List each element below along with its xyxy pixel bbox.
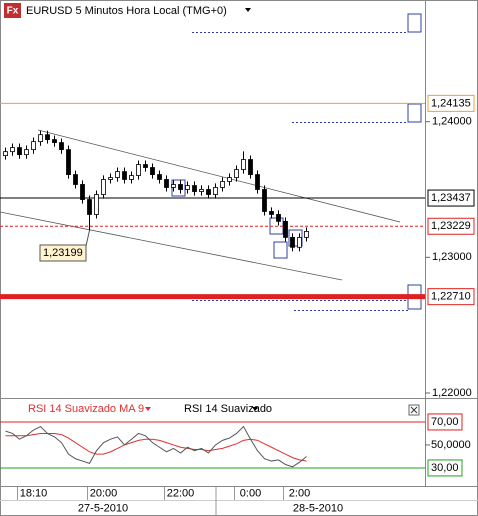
candle-body	[59, 142, 64, 151]
candle-body	[52, 139, 57, 143]
level-label: 1,22710	[431, 291, 471, 303]
candle-body	[171, 184, 176, 188]
y-tick-label: 1,22000	[432, 387, 472, 399]
chart-title[interactable]: EURUSD 5 Minutos Hora Local (TMG+0)	[26, 5, 227, 17]
y-tick-label: 50,0000	[431, 439, 471, 451]
candle-body	[115, 171, 120, 178]
level-label: 1,23437	[431, 192, 471, 204]
dropdown-arrow[interactable]	[252, 407, 258, 411]
order-icons	[171, 13, 422, 310]
candle-body	[241, 159, 246, 170]
level-label: 1,23229	[431, 220, 471, 232]
candle-body	[227, 177, 232, 182]
candle-body	[304, 231, 309, 238]
candle-body	[94, 194, 99, 215]
header-bg	[24, 2, 264, 18]
x-tick-label: 22:00	[167, 487, 195, 499]
candle-body	[3, 151, 8, 156]
candle-body	[297, 236, 302, 248]
level-label-box	[427, 288, 475, 306]
trend-line	[37, 129, 401, 223]
candle-body	[24, 149, 29, 156]
date-label: 27-5-2010	[78, 502, 128, 514]
candle-body	[101, 179, 106, 195]
candle-body	[136, 164, 141, 176]
level-label-box	[427, 217, 475, 235]
rsi-line	[5, 425, 307, 468]
candle-body	[129, 175, 134, 180]
x-tick-label: 0:00	[240, 487, 261, 499]
x-tick-label: 2:00	[289, 487, 310, 499]
candle-body	[157, 174, 162, 180]
candle-body	[122, 171, 127, 180]
level-label-box	[427, 94, 475, 112]
candle-body	[31, 141, 36, 151]
candle-body	[248, 159, 253, 175]
candle-body	[17, 147, 22, 156]
x-tick-label: 20:00	[90, 487, 118, 499]
candle-body	[199, 189, 204, 192]
candle-body	[108, 177, 113, 180]
candle-body	[66, 149, 71, 175]
y-tick-label: 70,00	[431, 416, 459, 428]
level-label-box	[427, 413, 463, 431]
candle-body	[143, 164, 148, 168]
legend-label: RSI 14 Suavizado MA 9	[28, 403, 144, 415]
trend-line	[0, 211, 343, 281]
legend-label: RSI 14 Suavizado	[184, 403, 272, 415]
candle-body	[45, 134, 50, 140]
trade-icon[interactable]	[273, 241, 288, 259]
order-icon[interactable]	[407, 103, 422, 123]
logo-text: Fx	[7, 6, 19, 17]
date-label: 28-5-2010	[293, 502, 343, 514]
candle-body	[87, 199, 92, 215]
candle-body	[283, 220, 288, 238]
dropdown-arrow[interactable]	[245, 8, 251, 12]
logo	[4, 3, 21, 18]
candle-body	[150, 167, 155, 175]
candle-body	[255, 174, 260, 190]
y-tick-label: 1,24000	[432, 116, 472, 128]
candle-body	[213, 187, 218, 195]
candle-body	[192, 185, 197, 192]
candle-body	[178, 184, 183, 190]
candle-body	[164, 179, 169, 188]
y-tick-label: 30,00	[431, 462, 459, 474]
order-icon[interactable]	[407, 13, 422, 33]
y-tick-label: 1,23000	[432, 251, 472, 263]
candle-body	[185, 185, 190, 190]
candle-body	[206, 189, 211, 195]
annotation-leader	[85, 230, 90, 247]
candle-body	[73, 174, 78, 185]
annotation-box	[39, 244, 87, 262]
level-label: 1,24135	[431, 97, 471, 109]
level-label-box	[427, 189, 475, 207]
close-x	[410, 406, 418, 414]
candle-body	[290, 236, 295, 248]
candle-body	[262, 189, 267, 212]
candle-body	[276, 214, 281, 222]
candle-body	[10, 147, 15, 153]
candle-body	[234, 169, 239, 178]
candle-body	[80, 184, 85, 200]
rsi-line	[5, 432, 307, 462]
level-label-box	[427, 459, 463, 477]
candle-body	[220, 181, 225, 188]
annotation-label: 1,23199	[43, 247, 83, 259]
candle-body	[38, 134, 43, 143]
dropdown-arrow[interactable]	[145, 407, 151, 411]
candle-body	[269, 211, 274, 215]
x-tick-label: 18:10	[20, 487, 48, 499]
